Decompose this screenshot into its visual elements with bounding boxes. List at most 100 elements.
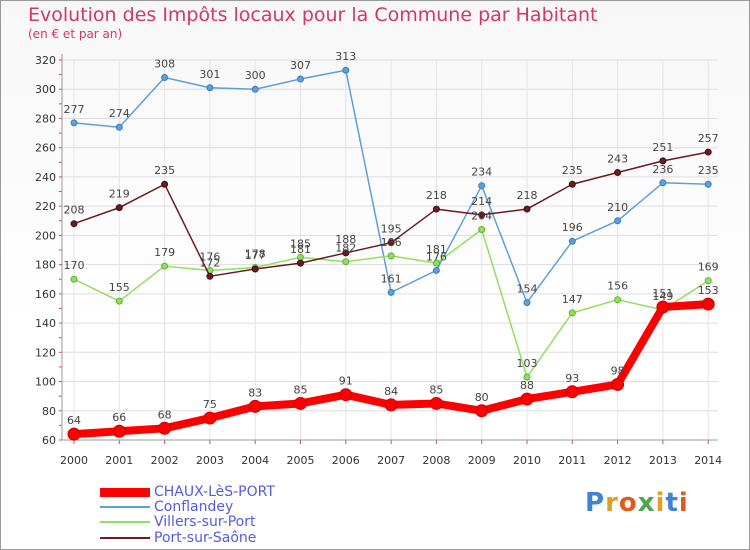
y-tick-label: 140 (35, 317, 56, 330)
y-tick-label: 120 (35, 346, 56, 359)
legend-item: Villers-sur-Port (100, 514, 256, 530)
data-label: 172 (199, 256, 220, 269)
data-point (478, 226, 486, 234)
x-tick-label: 2009 (468, 454, 496, 467)
data-point (523, 299, 531, 307)
y-tick-label: 160 (35, 288, 56, 301)
legend-label: Villers-sur-Port (154, 514, 256, 530)
data-label: 274 (109, 107, 130, 120)
data-point (659, 157, 667, 165)
data-point (568, 180, 576, 188)
data-label: 151 (652, 287, 673, 300)
data-point (297, 259, 304, 267)
data-point (115, 204, 123, 212)
data-label: 169 (698, 261, 719, 274)
x-tick-label: 2000 (60, 454, 88, 467)
y-tick-label: 220 (35, 200, 56, 213)
data-label: 182 (335, 242, 356, 255)
data-point (387, 239, 395, 247)
data-point (342, 249, 350, 257)
data-point (384, 398, 398, 412)
x-tick-label: 2010 (513, 454, 541, 467)
data-point (115, 123, 123, 131)
y-tick-label: 300 (35, 83, 56, 96)
y-tick-label: 80 (42, 405, 56, 418)
x-tick-label: 2003 (196, 454, 224, 467)
data-label: 243 (607, 153, 628, 166)
data-label: 153 (698, 284, 719, 297)
data-label: 186 (381, 236, 402, 249)
data-point (206, 272, 214, 280)
data-label: 214 (471, 195, 492, 208)
legend-swatch (100, 537, 150, 539)
data-label: 64 (67, 414, 81, 427)
legend-swatch (100, 506, 150, 508)
data-point (523, 373, 531, 381)
data-point (203, 411, 217, 425)
data-label: 68 (158, 408, 172, 421)
data-point (656, 300, 670, 314)
data-label: 170 (64, 259, 85, 272)
data-point (161, 262, 169, 270)
data-point (297, 75, 304, 83)
data-label: 75 (203, 398, 217, 411)
data-point (614, 217, 622, 225)
data-point (251, 265, 259, 273)
data-point (565, 385, 579, 399)
data-label: 234 (471, 166, 492, 179)
data-point (478, 211, 486, 219)
data-label: 219 (109, 188, 130, 201)
data-label: 235 (154, 164, 175, 177)
legend-item: Port-sur-Saône (100, 530, 257, 546)
x-tick-label: 2008 (422, 454, 450, 467)
legend-label: Port-sur-Saône (154, 530, 257, 546)
data-point (70, 220, 78, 228)
data-point (568, 309, 576, 317)
logo-letter: i (655, 488, 666, 518)
data-point (206, 84, 214, 92)
y-tick-label: 60 (42, 434, 56, 447)
data-point (520, 392, 534, 406)
data-point (387, 288, 395, 296)
data-label: 83 (248, 386, 262, 399)
data-label: 147 (562, 293, 583, 306)
data-point (248, 399, 262, 413)
x-tick-label: 2006 (332, 454, 360, 467)
y-tick-label: 260 (35, 142, 56, 155)
logo-letter: P (585, 488, 606, 518)
data-point (70, 119, 78, 127)
data-label: 218 (426, 189, 447, 202)
data-label: 235 (562, 164, 583, 177)
data-point (158, 421, 172, 435)
y-tick-label: 240 (35, 171, 56, 184)
data-label: 177 (245, 249, 266, 262)
data-label: 179 (154, 246, 175, 259)
data-label: 195 (381, 223, 402, 236)
data-point (568, 237, 576, 245)
legend-label: Conflandey (154, 499, 234, 515)
data-point (429, 396, 443, 410)
data-label: 208 (64, 204, 85, 217)
data-label: 277 (64, 103, 85, 116)
data-label: 307 (290, 59, 311, 72)
data-point (432, 205, 440, 213)
x-tick-label: 2005 (287, 454, 315, 467)
data-label: 218 (517, 189, 538, 202)
x-tick-label: 2011 (558, 454, 586, 467)
data-label: 204 (471, 210, 492, 223)
data-label: 85 (294, 383, 308, 396)
data-label: 98 (611, 364, 625, 377)
data-label: 155 (109, 281, 130, 294)
data-label: 66 (112, 411, 126, 424)
logo-letter: i (678, 488, 689, 518)
data-label: 188 (335, 233, 356, 246)
x-tick-label: 2001 (105, 454, 133, 467)
data-label: 300 (245, 69, 266, 82)
data-label: 308 (154, 58, 175, 71)
data-point (475, 404, 489, 418)
data-label: 196 (562, 221, 583, 234)
data-label: 301 (199, 68, 220, 81)
data-point (523, 205, 531, 213)
data-label: 93 (565, 372, 579, 385)
